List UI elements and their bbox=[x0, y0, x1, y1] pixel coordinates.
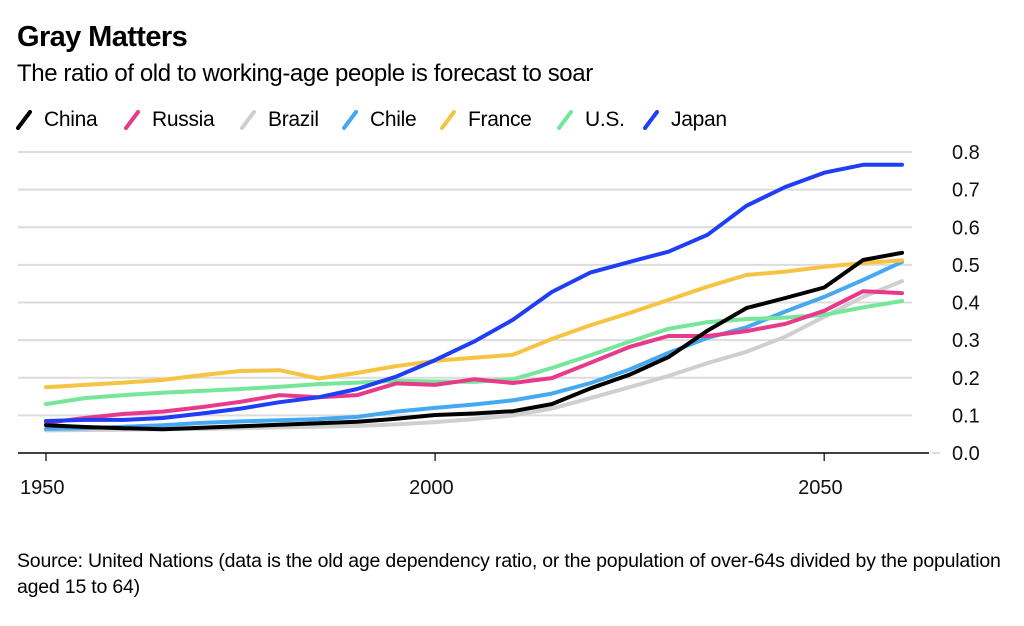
chart-title: Gray Matters bbox=[17, 21, 188, 53]
legend-swatch-brazil-icon bbox=[240, 110, 256, 130]
legend-label: France bbox=[468, 108, 532, 131]
series-line-france bbox=[44, 258, 904, 390]
legend-item-france: France bbox=[440, 105, 532, 135]
legend-label: Chile bbox=[370, 108, 417, 131]
legend-item-china: China bbox=[16, 105, 98, 135]
y-axis-labels: 0.0 0.1 0.2 0.3 0.4 0.5 0.6 0.7 0.8 bbox=[952, 142, 980, 465]
series-line-chile bbox=[44, 259, 904, 431]
legend-item-japan: Japan bbox=[643, 105, 727, 135]
y-tick-label: 0.6 bbox=[952, 217, 980, 239]
legend-swatch-us-icon bbox=[557, 110, 573, 130]
y-tick-label: 0.5 bbox=[952, 255, 980, 277]
series-line-china bbox=[44, 250, 904, 432]
legend-label: Japan bbox=[671, 108, 727, 131]
chart-subtitle: The ratio of old to working-age people i… bbox=[17, 60, 593, 87]
y-tick-label: 0.8 bbox=[952, 142, 980, 164]
legend-item-chile: Chile bbox=[342, 105, 417, 135]
y-tick-label: 0.3 bbox=[952, 330, 980, 352]
legend-label: Russia bbox=[152, 108, 215, 131]
legend-swatch-russia-icon bbox=[124, 110, 140, 130]
y-tick-label: 0.1 bbox=[952, 405, 980, 427]
gridlines bbox=[18, 151, 940, 454]
source-note: Source: United Nations (data is the old … bbox=[17, 550, 1001, 598]
x-tick-label: 2050 bbox=[798, 477, 843, 499]
legend-label: U.S. bbox=[585, 108, 625, 131]
y-tick-label: 0.0 bbox=[952, 443, 980, 465]
legend-item-brazil: Brazil bbox=[240, 105, 319, 135]
y-tick-label: 0.7 bbox=[952, 180, 980, 202]
x-tick-label: 2000 bbox=[409, 477, 454, 499]
legend-swatch-chile-icon bbox=[342, 110, 358, 130]
legend-label: Brazil bbox=[268, 108, 319, 131]
series-lines bbox=[44, 162, 904, 433]
legend-item-us: U.S. bbox=[557, 105, 625, 135]
legend-swatch-france-icon bbox=[440, 110, 456, 130]
x-tick-label: 1950 bbox=[20, 477, 65, 499]
y-tick-label: 0.2 bbox=[952, 368, 980, 390]
x-axis: 1950 2000 2050 bbox=[18, 452, 929, 499]
legend-swatch-china-icon bbox=[16, 110, 32, 130]
legend-label: China bbox=[44, 108, 98, 131]
series-line-us bbox=[44, 299, 904, 407]
series-line-japan bbox=[44, 162, 904, 423]
y-tick-label: 0.4 bbox=[952, 293, 980, 315]
series-line-russia bbox=[44, 289, 904, 425]
legend-swatch-japan-icon bbox=[643, 110, 659, 130]
legend-item-russia: Russia bbox=[124, 105, 215, 135]
